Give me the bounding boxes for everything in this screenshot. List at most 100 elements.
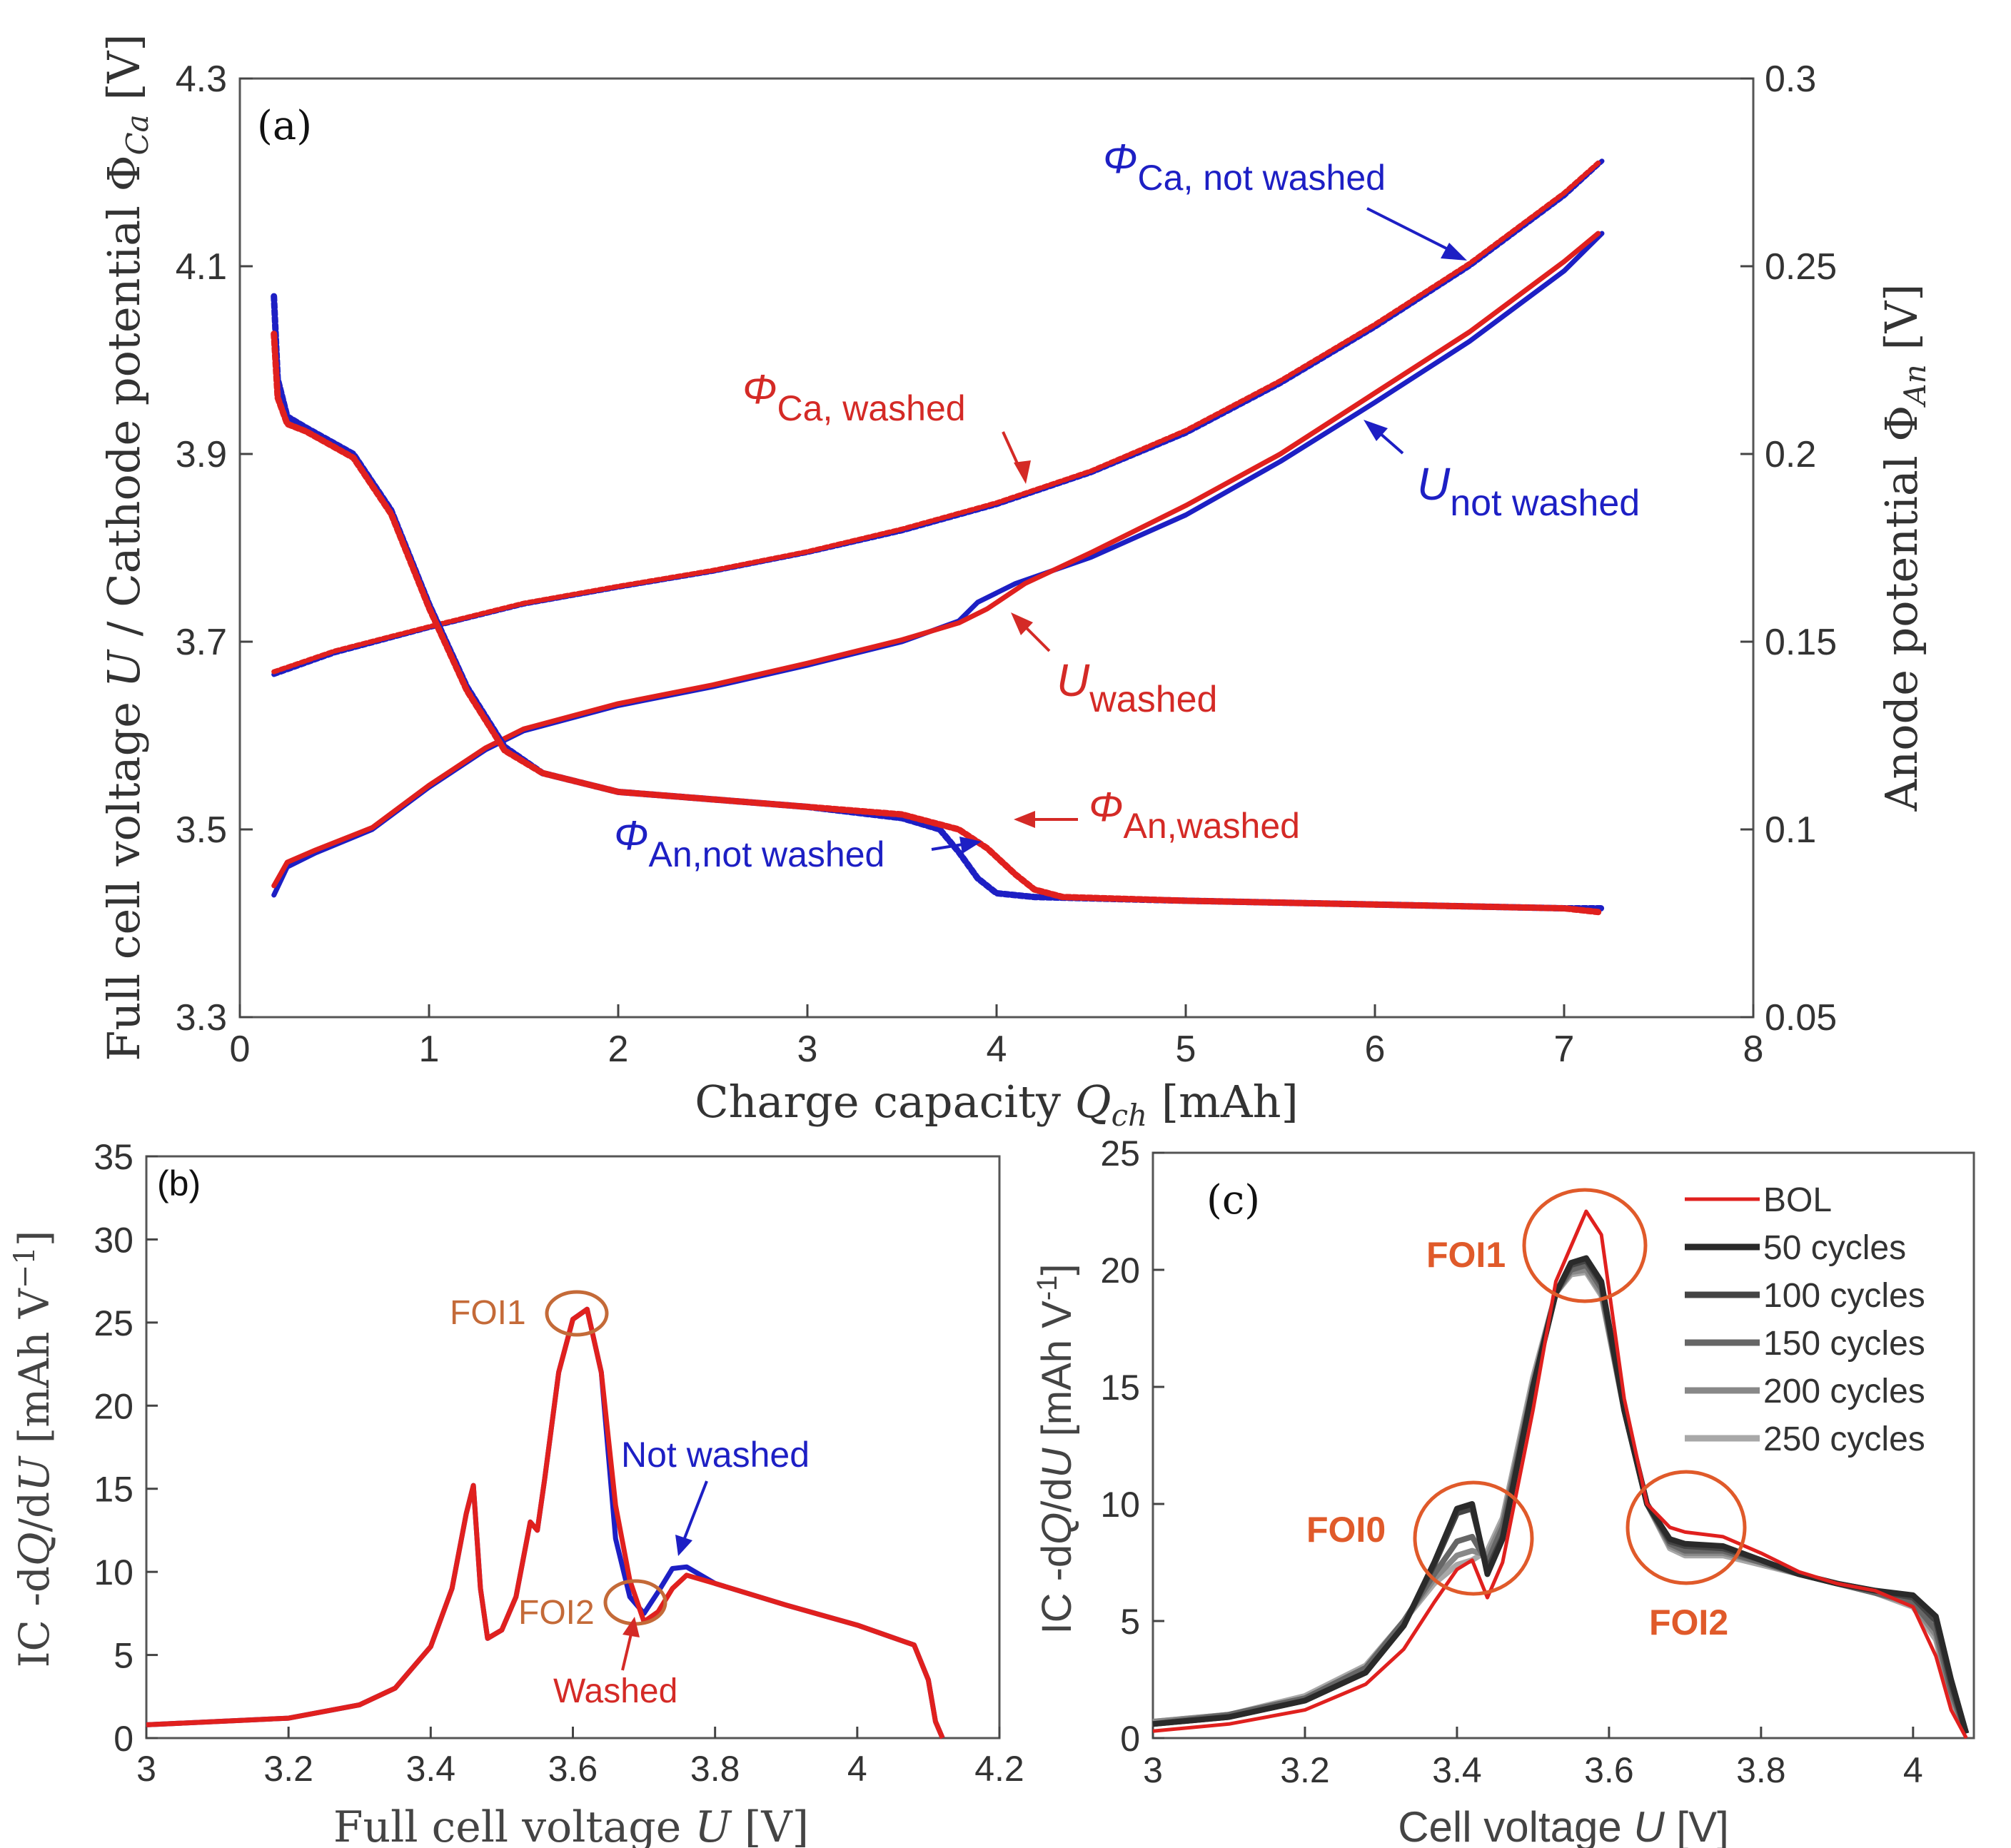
panel-c-ytick-label: 10 xyxy=(1100,1485,1140,1525)
panel-a-xtick-label: 1 xyxy=(419,1029,440,1070)
annot-u-washed-sub: washed xyxy=(1089,679,1217,720)
panel-a-series-3 xyxy=(271,231,1601,889)
panel-c-xlabel-symbol: U xyxy=(1633,1803,1665,1848)
panel-a-ylabel-left-text: Full cell voltage xyxy=(98,687,150,1061)
panel-a: 0 1 2 3 4 5 6 7 8 3.3 3.5 3.7 3.9 4.1 4.3 0.05 0.1 0.15 0.… xyxy=(98,34,1932,1133)
annot-c-foi0: FOI0 xyxy=(1306,1510,1386,1550)
panel-b-xlabel-text: Full cell voltage xyxy=(333,1802,695,1848)
panel-c-xlabel-unit: [V] xyxy=(1665,1803,1729,1848)
legend-label-3: 150 cycles xyxy=(1763,1325,1925,1363)
arrowhead-ca-washed xyxy=(1014,460,1031,484)
panel-a-ticks: 0 1 2 3 4 5 6 7 8 3.3 3.5 3.7 3.9 4.1 4.3 0.05 0.1 0.15 0.… xyxy=(176,59,1838,1070)
panel-c-xtick-label: 3 xyxy=(1143,1750,1163,1790)
arrowhead-an-not-washed xyxy=(959,837,982,854)
arrowhead-b-washed xyxy=(623,1617,640,1637)
panel-a-xtick-label: 2 xyxy=(608,1029,629,1070)
panel-b-ylabel-unit: [mAh V xyxy=(10,1288,59,1457)
annot-u-washed-symbol: U xyxy=(1057,655,1090,706)
circle-b-foi1 xyxy=(545,1290,609,1337)
panel-a-ytick-left-label: 4.1 xyxy=(176,246,227,288)
panel-b-ytick-label: 35 xyxy=(94,1137,133,1177)
panel-a-ytick-right-label: 0.25 xyxy=(1765,246,1837,288)
panel-c-frame xyxy=(1151,1151,1975,1740)
annot-an-washed-symbol: Φ xyxy=(1089,784,1124,830)
panel-a-ytick-left-label: 4.3 xyxy=(176,59,227,100)
panel-b-ytick-label: 5 xyxy=(114,1636,133,1676)
panel-a-ytick-left-label: 3.9 xyxy=(176,434,227,475)
panel-a-xlabel: Charge capacity Qch [mAh] xyxy=(695,1076,1299,1133)
panel-b-ylabel-end: ] xyxy=(10,1231,59,1247)
panel-c-ylabel-text: IC -d xyxy=(1034,1545,1080,1635)
legend-label-0: BOL xyxy=(1763,1181,1832,1219)
panel-a-ytick-right-label: 0.2 xyxy=(1765,434,1816,475)
annot-an-washed: ΦAn,washed xyxy=(1089,784,1300,846)
arrowhead-ca-not-washed xyxy=(1441,243,1467,261)
legend-label-1: 50 cycles xyxy=(1763,1229,1906,1267)
panel-c-xtick-label: 3.4 xyxy=(1432,1750,1482,1790)
arrowhead-b-not-washed xyxy=(675,1535,692,1556)
panel-c-ytick-label: 20 xyxy=(1100,1251,1140,1291)
annot-ca-washed-symbol: Φ xyxy=(742,366,777,413)
annot-ca-washed: ΦCa, washed xyxy=(742,366,966,428)
panel-a-series-1 xyxy=(271,160,1601,675)
panel-a-ytick-left-label: 3.7 xyxy=(176,622,227,663)
panel-a-ytick-left-label: 3.3 xyxy=(176,997,227,1039)
panel-a-series-5 xyxy=(271,330,1602,916)
annot-an-not-washed-sub: An,not washed xyxy=(649,834,885,874)
panel-b-ylabel-text: IC -d xyxy=(10,1566,59,1667)
panel-b-ytick-label: 20 xyxy=(94,1386,133,1426)
annot-b-foi1: FOI1 xyxy=(450,1294,526,1332)
panel-b-ticks: 3 3.2 3.4 3.6 3.8 4 4.2 0 5 10 15 20 25 30 35 xyxy=(94,1137,1024,1789)
panel-a-xtick-label: 8 xyxy=(1743,1029,1764,1070)
panel-a-xtick-label: 0 xyxy=(230,1029,251,1070)
panel-a-ylabel-right-unit: [V] xyxy=(1875,284,1927,365)
panel-b: 3 3.2 3.4 3.6 3.8 4 4.2 0 5 10 15 20 25 30 35 (b) Full… xyxy=(9,1137,1024,1848)
panel-a-xlabel-text: Charge capacity xyxy=(695,1076,1075,1128)
panel-a-ytick-right-label: 0.15 xyxy=(1765,622,1837,663)
legend-label-4: 200 cycles xyxy=(1763,1373,1925,1410)
circle-c-foi2 xyxy=(1626,1470,1747,1585)
panel-b-label: (b) xyxy=(157,1163,201,1203)
panel-c-ylabel-q: Q xyxy=(1034,1513,1080,1545)
panel-a-annotations: ΦCa, not washed ΦCa, washed Unot washed … xyxy=(614,136,1640,874)
panel-b-lines xyxy=(146,1306,945,1740)
panel-a-xtick-label: 5 xyxy=(1176,1029,1196,1070)
annot-u-washed: Uwashed xyxy=(1057,655,1217,720)
annot-an-not-washed: ΦAn,not washed xyxy=(614,812,884,874)
panel-c-xlabel: Cell voltage U [V] xyxy=(1398,1803,1729,1848)
panel-b-ytick-label: 25 xyxy=(94,1303,133,1343)
panel-a-label: (a) xyxy=(257,103,312,149)
panel-c-ylabel-end: ] xyxy=(1034,1263,1080,1275)
panel-b-xtick-label: 3.8 xyxy=(690,1749,740,1789)
panel-b-ytick-label: 30 xyxy=(94,1220,133,1260)
circle-c-foi1 xyxy=(1522,1188,1648,1303)
panel-b-annotations: FOI1 FOI2 Not washed Washed xyxy=(450,1290,810,1710)
annot-c-foi2: FOI2 xyxy=(1649,1602,1728,1642)
panel-b-xtick-label: 4 xyxy=(847,1749,867,1789)
panel-a-ylabel-left-mid: / Cathode potential Φ xyxy=(98,155,150,650)
panel-a-ytick-right-label: 0.05 xyxy=(1765,997,1837,1039)
panel-a-ylabel-right-text: Anode potential Φ xyxy=(1875,405,1927,812)
panel-b-ylabel-u: U xyxy=(10,1455,59,1492)
panel-a-ylabel-left-sub: Ca xyxy=(120,114,155,155)
panel-a-lines xyxy=(271,158,1606,916)
annot-u-not-washed: Unot washed xyxy=(1417,458,1640,524)
panel-b-frame xyxy=(145,1155,1001,1740)
annot-b-washed: Washed xyxy=(553,1672,677,1710)
panel-a-ytick-left-label: 3.5 xyxy=(176,809,227,851)
arrowhead-u-washed xyxy=(1011,612,1033,635)
annot-c-foi1: FOI1 xyxy=(1426,1235,1506,1275)
panel-c-ylabel: IC -dQ/dU [mAh V-1] xyxy=(1032,1263,1080,1634)
panel-c-xtick-label: 3.8 xyxy=(1736,1750,1786,1790)
panel-a-ylabel-left: Full cell voltage U / Cathode potential … xyxy=(98,34,155,1061)
panel-a-xtick-label: 6 xyxy=(1365,1029,1386,1070)
panel-b-xtick-label: 4.2 xyxy=(974,1749,1024,1789)
panel-c-xtick-label: 4 xyxy=(1903,1750,1923,1790)
panel-c-label: (c) xyxy=(1206,1177,1260,1223)
annot-ca-not-washed: ΦCa, not washed xyxy=(1103,136,1386,198)
legend-label-2: 100 cycles xyxy=(1763,1277,1925,1315)
panel-c-annotations: FOI1 FOI0 FOI2 xyxy=(1306,1188,1747,1642)
panel-a-series-2 xyxy=(271,231,1605,898)
panel-c-legend: BOL 50 cycles 100 cycles 150 cycles 200 cycl… xyxy=(1685,1181,1925,1458)
